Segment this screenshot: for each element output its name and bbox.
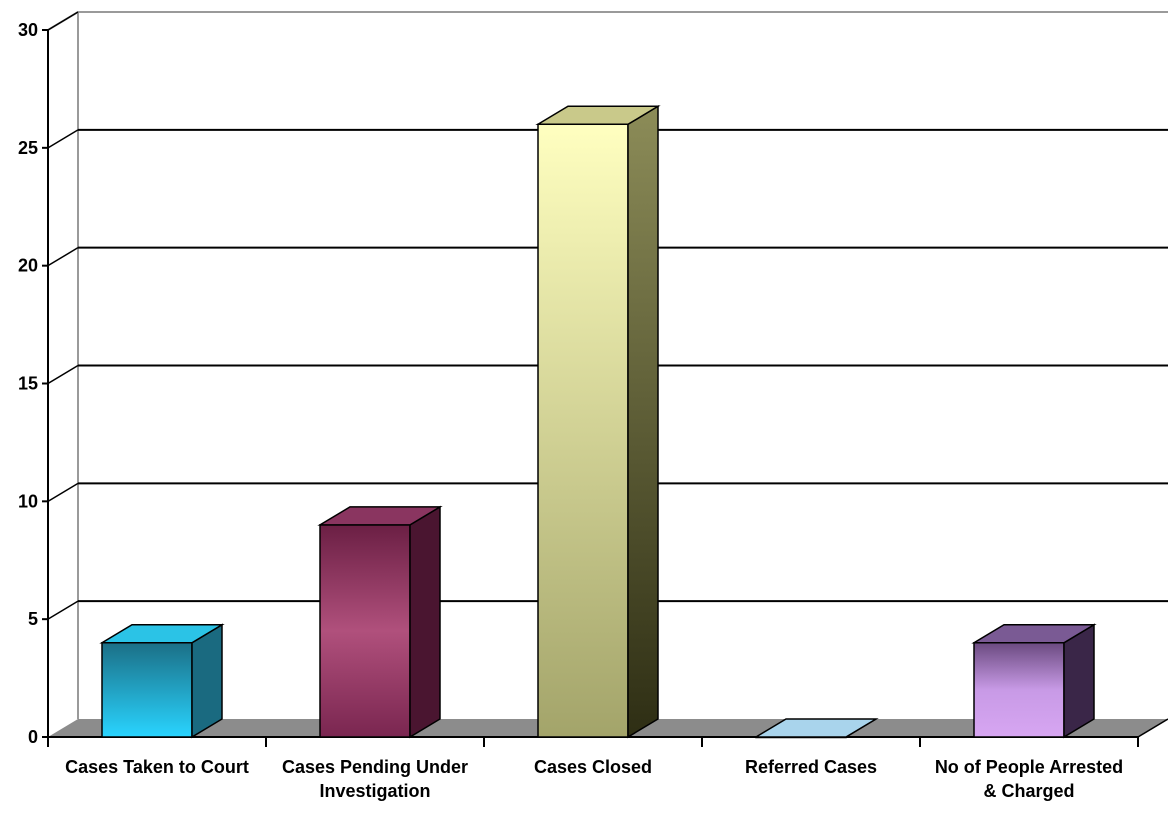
bar xyxy=(971,623,1097,739)
y-tick-label: 25 xyxy=(18,138,38,158)
bar xyxy=(99,623,225,739)
bar xyxy=(317,505,443,739)
gridline-side xyxy=(47,11,79,31)
bar-top xyxy=(317,506,443,526)
x-category-label: Cases Pending Under Investigation xyxy=(282,757,468,801)
bar-top xyxy=(971,623,1097,644)
x-axis-end xyxy=(1137,718,1168,738)
y-tick-label: 0 xyxy=(28,727,38,747)
bar-top xyxy=(99,623,225,644)
gridline-side xyxy=(47,600,79,620)
x-category-label: Cases Taken to Court xyxy=(65,757,249,777)
gridline-side xyxy=(47,482,79,502)
bar-side xyxy=(191,623,223,739)
bar xyxy=(535,104,661,739)
y-tick-label: 10 xyxy=(18,491,38,511)
x-category-label: Cases Closed xyxy=(534,757,652,777)
bar-front xyxy=(537,123,629,738)
bar xyxy=(753,718,879,739)
y-tick-label: 30 xyxy=(18,20,38,40)
bar-top xyxy=(753,718,879,738)
x-category-label: No of People Arrested & Charged xyxy=(935,757,1123,801)
y-tick-label: 20 xyxy=(18,256,38,276)
bars xyxy=(99,104,1097,739)
gridline-side xyxy=(47,247,79,267)
y-tick-label: 5 xyxy=(28,609,38,629)
bar-side xyxy=(627,104,659,739)
x-category-label: Referred Cases xyxy=(745,757,877,777)
gridline-side xyxy=(47,129,79,149)
gridline-side xyxy=(47,364,79,385)
bar-side xyxy=(409,505,441,739)
bar-side xyxy=(1063,623,1095,739)
x-category-labels: Cases Taken to Court Cases Pending Under I… xyxy=(65,757,1123,801)
y-tick-labels: 0 5 10 15 20 25 30 xyxy=(18,20,38,747)
y-tick-label: 15 xyxy=(18,374,38,394)
bar-top xyxy=(535,105,661,126)
bar-front xyxy=(319,524,411,738)
bar-front xyxy=(101,641,193,738)
bar-front xyxy=(973,641,1065,738)
